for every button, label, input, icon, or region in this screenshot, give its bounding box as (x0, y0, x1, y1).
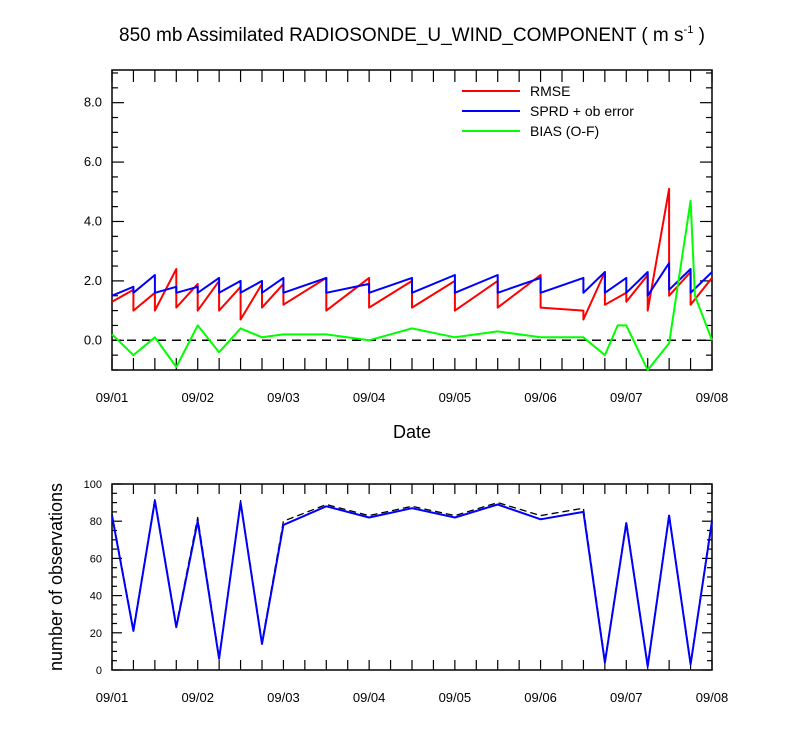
x-tick-label: 09/07 (610, 690, 643, 705)
y-tick-label: 40 (90, 591, 102, 603)
y-tick-label: 4.0 (84, 213, 102, 228)
bottom-plot-frame (111, 483, 713, 671)
x-tick-label: 09/05 (439, 690, 472, 705)
x-tick-label: 09/01 (96, 690, 129, 705)
bottom-series-lines (111, 498, 713, 668)
bottom-ticks (111, 483, 713, 671)
y-tick-label: 6.0 (84, 154, 102, 169)
top-panel: 0.02.04.06.08.0 09/01 09/02 09/03 09/04 09/0… (84, 69, 729, 442)
x-tick-label: 09/03 (267, 690, 300, 705)
series-line-bias-o-f (111, 199, 713, 371)
top-x-tick-labels: 09/01 09/02 09/03 09/04 09/05 09/06 09/07 09/08 (96, 390, 729, 405)
y-tick-label: 100 (84, 479, 102, 491)
legend: RMSE SPRD + ob error BIAS (O-F) (462, 83, 634, 139)
bottom-y-axis-title: number of observations (46, 483, 66, 671)
x-tick-label: 09/04 (353, 390, 386, 405)
top-x-axis-title: Date (393, 422, 431, 442)
y-tick-label: 0 (96, 665, 102, 677)
x-tick-label: 09/01 (96, 390, 129, 405)
series-line-rmse (111, 187, 713, 321)
x-tick-label: 09/02 (181, 690, 214, 705)
chart-title-unit-superscript: -1 (684, 24, 694, 36)
bottom-y-tick-labels: 0 20 40 60 80 100 (84, 479, 102, 677)
x-tick-label: 09/08 (696, 390, 729, 405)
series-line-sprd-ob-error (111, 262, 713, 297)
y-tick-label: 2.0 (84, 273, 102, 288)
x-tick-label: 09/05 (439, 390, 472, 405)
x-tick-label: 09/02 (181, 390, 214, 405)
y-tick-label: 8.0 (84, 95, 102, 110)
chart-title-close: ) (693, 25, 705, 46)
chart-title-main: 850 mb Assimilated RADIOSONDE_U_WIND_COM… (119, 25, 684, 46)
bottom-x-tick-labels: 09/01 09/02 09/03 09/04 09/05 09/06 09/07 09/08 (96, 690, 729, 705)
y-tick-label: 60 (90, 553, 102, 565)
x-tick-label: 09/07 (610, 390, 643, 405)
x-tick-label: 09/04 (353, 690, 386, 705)
top-series-lines (111, 187, 713, 371)
chart-title: 850 mb Assimilated RADIOSONDE_U_WIND_COM… (119, 24, 705, 46)
top-y-tick-labels: 0.0 2.0 4.0 6.0 8.0 (84, 95, 102, 348)
x-tick-label: 09/08 (696, 690, 729, 705)
legend-bias-label: BIAS (O-F) (530, 123, 599, 139)
y-tick-label: 20 (90, 628, 102, 640)
y-tick-label: 80 (90, 516, 102, 528)
series-line-total-observations (111, 498, 713, 666)
top-ticks (111, 70, 713, 371)
legend-rmse-label: RMSE (530, 83, 570, 99)
legend-sprd-label: SPRD + ob error (530, 103, 634, 119)
x-tick-label: 09/06 (524, 690, 557, 705)
series-line-used-observations (111, 499, 713, 668)
x-tick-label: 09/06 (524, 390, 557, 405)
x-tick-label: 09/03 (267, 390, 300, 405)
y-tick-label: 0.0 (84, 332, 102, 347)
